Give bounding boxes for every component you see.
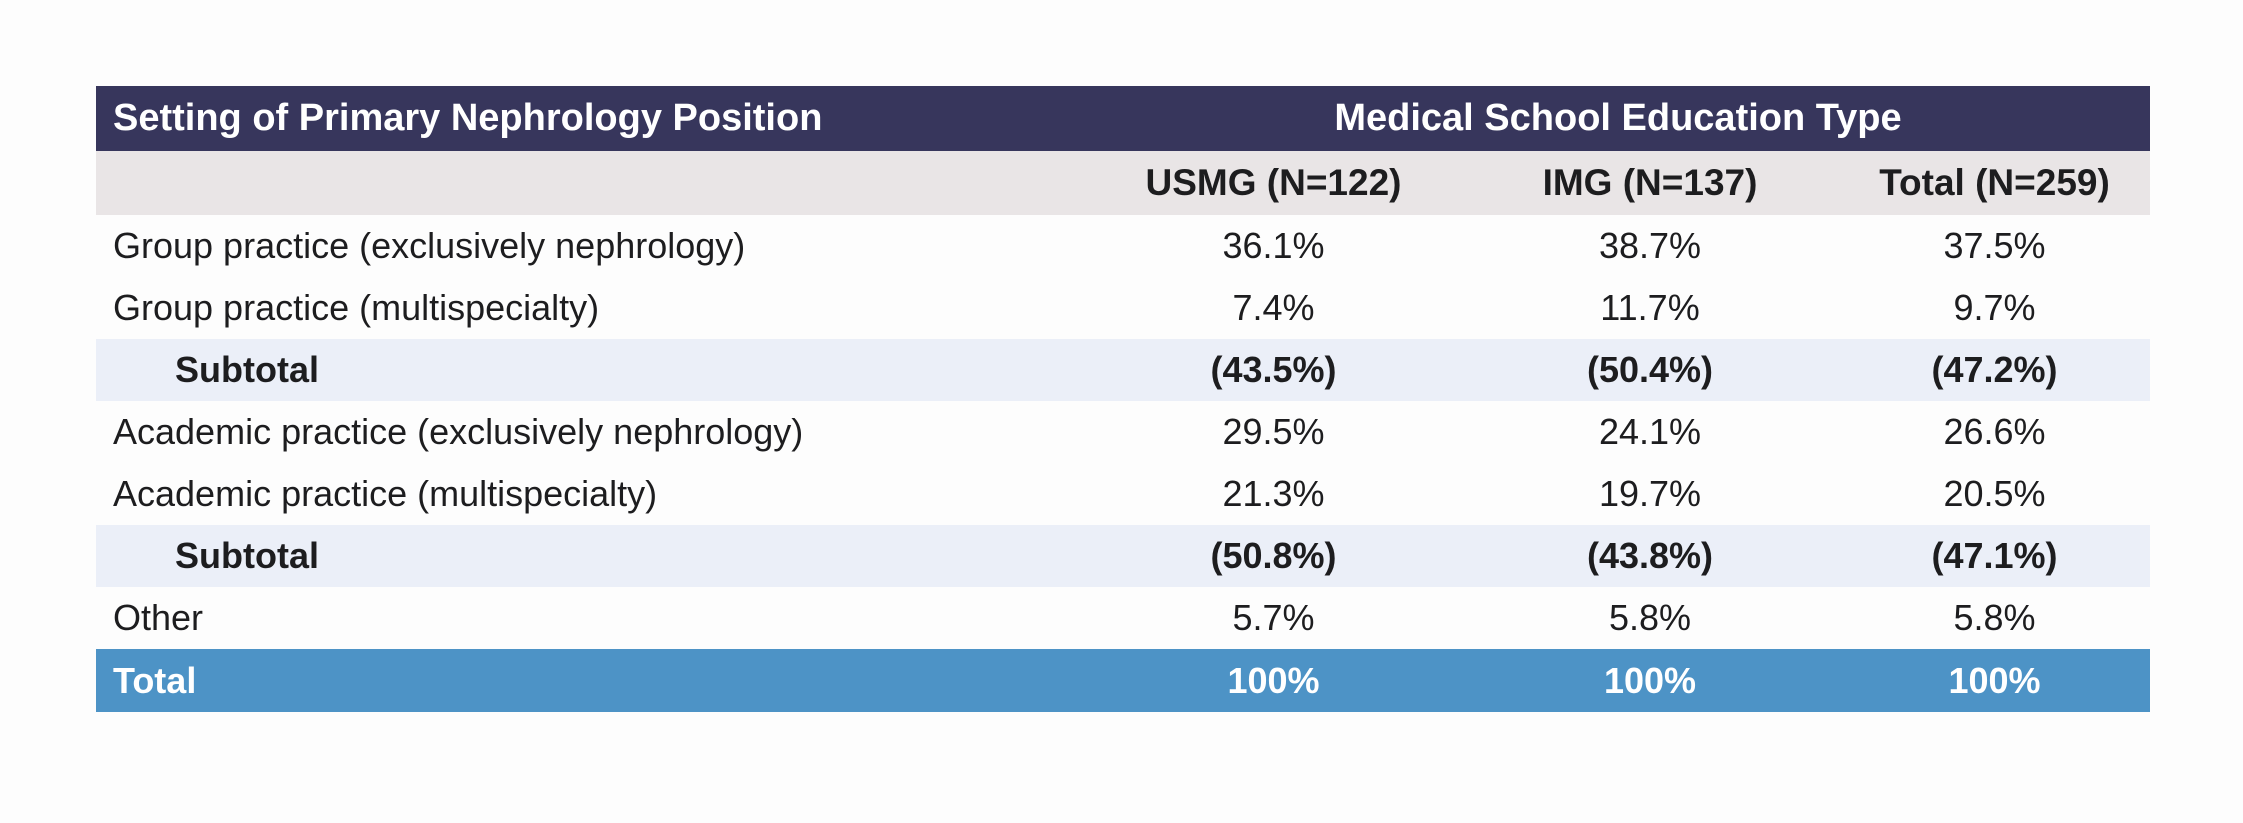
row-label: Academic practice (multispecialty) bbox=[113, 473, 658, 514]
cell-usmg: (43.5%) bbox=[1210, 349, 1337, 390]
total-row: Total 100% 100% 100% bbox=[96, 649, 2150, 712]
cell-total: 9.7% bbox=[1953, 287, 2036, 328]
table-row: Academic practice (multispecialty) 21.3%… bbox=[96, 463, 2150, 525]
row-label: Group practice (multispecialty) bbox=[113, 287, 600, 328]
row-label: Academic practice (exclusively nephrolog… bbox=[113, 411, 804, 452]
table-row: Other 5.7% 5.8% 5.8% bbox=[96, 587, 2150, 649]
cell-usmg: 7.4% bbox=[1232, 287, 1315, 328]
cell-usmg: 100% bbox=[1227, 659, 1320, 701]
group-header: Medical School Education Type bbox=[1334, 97, 1902, 139]
row-label: Other bbox=[113, 597, 204, 638]
cell-img: 100% bbox=[1603, 659, 1697, 701]
row-label: Subtotal bbox=[175, 349, 319, 390]
table-row: Academic practice (exclusively nephrolog… bbox=[96, 401, 2150, 463]
column-header-row: USMG (N=122) IMG (N=137) Total (N=259) bbox=[96, 151, 2150, 215]
cell-img: 19.7% bbox=[1598, 473, 1702, 514]
column-header-total: Total (N=259) bbox=[1879, 162, 2110, 203]
cell-usmg: 21.3% bbox=[1222, 473, 1325, 514]
cell-total: (47.2%) bbox=[1931, 349, 2058, 390]
cell-total: 5.8% bbox=[1953, 597, 2036, 638]
cell-total: 26.6% bbox=[1943, 411, 2046, 452]
row-label: Total bbox=[113, 659, 197, 701]
cell-img: 11.7% bbox=[1600, 287, 1700, 328]
cell-img: (50.4%) bbox=[1586, 349, 1714, 390]
row-label: Subtotal bbox=[175, 535, 319, 576]
subtotal-row: Subtotal (50.8%) (43.8%) (47.1%) bbox=[96, 525, 2150, 587]
cell-img: 5.8% bbox=[1608, 597, 1692, 638]
cell-total: 100% bbox=[1948, 659, 2041, 701]
table-title-row: Setting of Primary Nephrology Position M… bbox=[96, 86, 2150, 151]
cell-usmg: 5.7% bbox=[1232, 597, 1315, 638]
cell-total: 20.5% bbox=[1943, 473, 2046, 514]
subtotal-row: Subtotal (43.5%) (50.4%) (47.2%) bbox=[96, 339, 2150, 401]
row-header-title: Setting of Primary Nephrology Position bbox=[113, 97, 823, 139]
cell-img: 24.1% bbox=[1598, 411, 1702, 452]
cell-usmg: 29.5% bbox=[1222, 411, 1325, 452]
cell-total: 37.5% bbox=[1943, 225, 2046, 266]
table-row: Group practice (exclusively nephrology) … bbox=[96, 215, 2150, 277]
cell-img: (43.8%) bbox=[1586, 535, 1714, 576]
table-row: Group practice (multispecialty) 7.4% 11.… bbox=[96, 277, 2150, 339]
row-label: Group practice (exclusively nephrology) bbox=[113, 225, 746, 266]
cell-usmg: 36.1% bbox=[1222, 225, 1325, 266]
data-table: Setting of Primary Nephrology Position M… bbox=[96, 86, 2150, 712]
cell-total: (47.1%) bbox=[1931, 535, 2058, 576]
column-header-usmg: USMG (N=122) bbox=[1145, 162, 1402, 203]
cell-img: 38.7% bbox=[1598, 225, 1702, 266]
cell-usmg: (50.8%) bbox=[1210, 535, 1337, 576]
column-header-img: IMG (N=137) bbox=[1542, 162, 1758, 203]
